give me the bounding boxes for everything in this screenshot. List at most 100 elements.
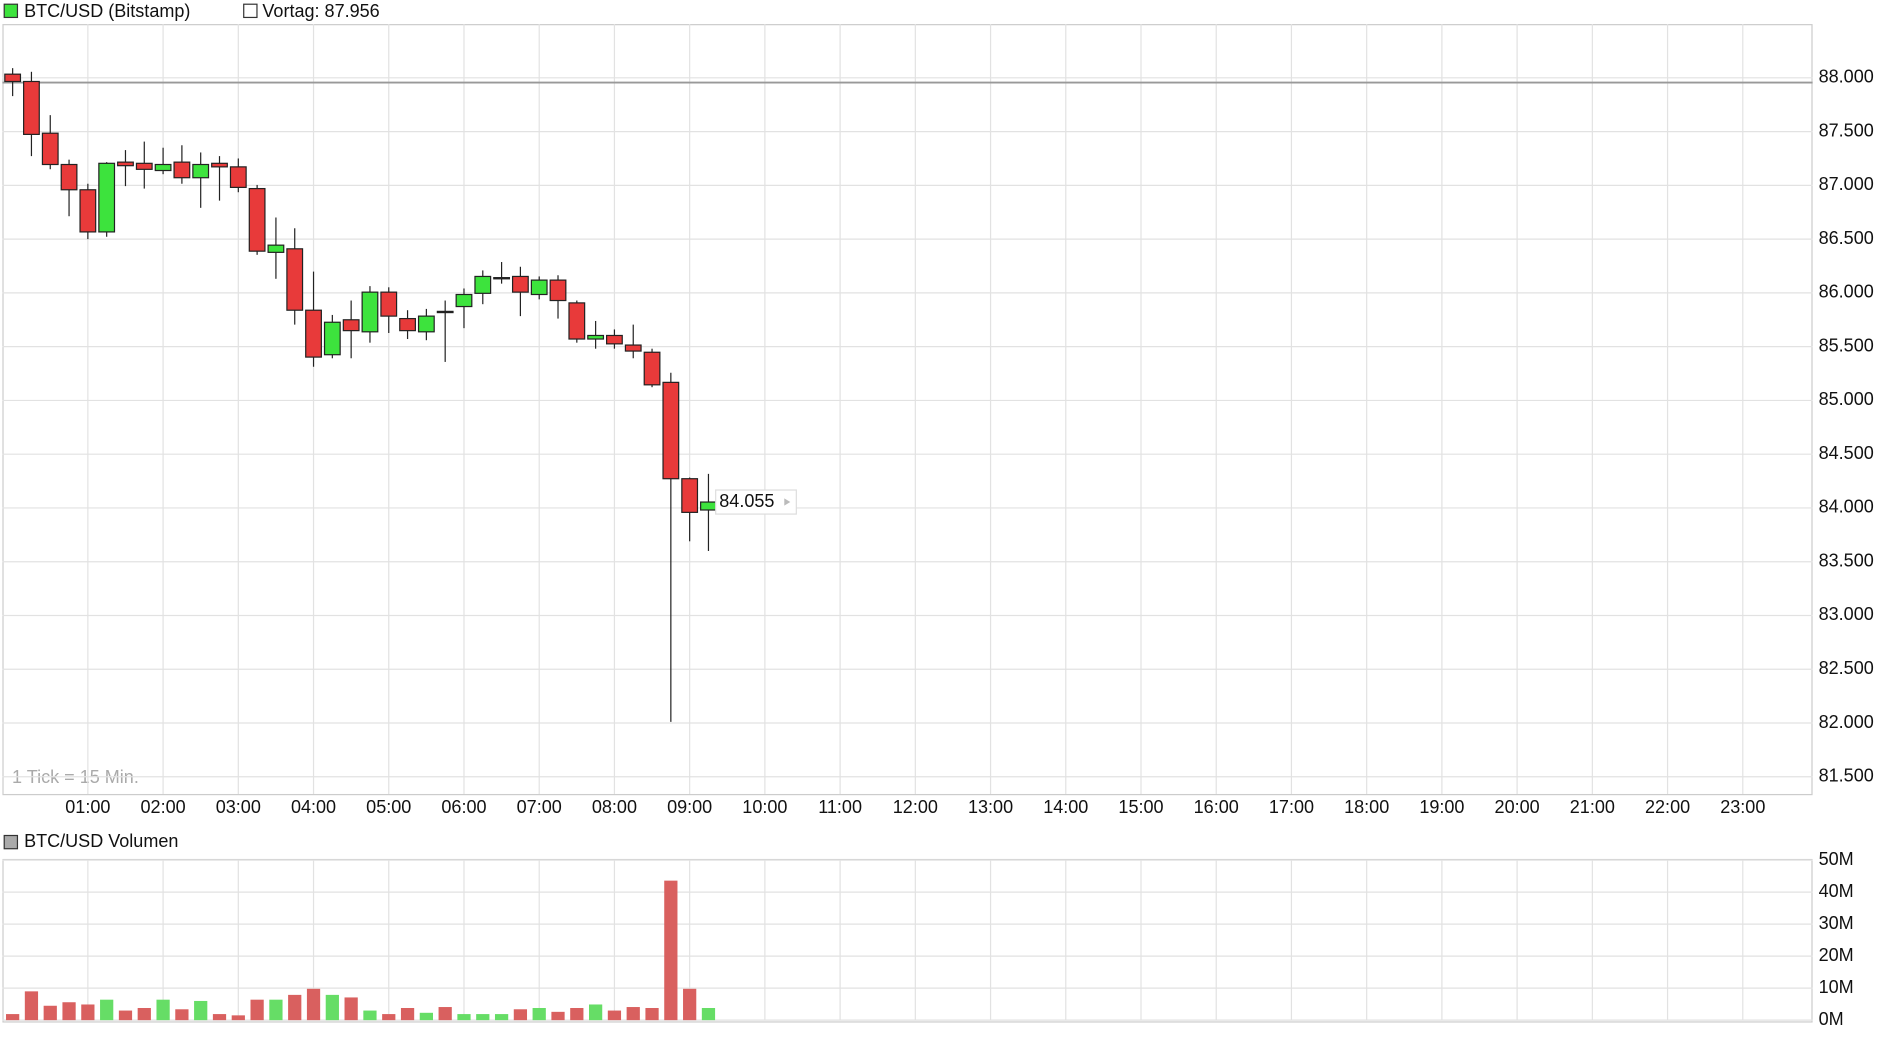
candle-body [117, 161, 134, 167]
y-tick-label: 86.500 [1819, 228, 1874, 248]
candle-body [173, 161, 191, 179]
x-tick-label: 12:00 [893, 797, 938, 817]
candle-body [286, 248, 304, 311]
x-tick-label: 08:00 [592, 797, 637, 817]
candle-body [267, 244, 285, 253]
volume-bar [570, 1007, 584, 1021]
x-tick-label: 10:00 [742, 797, 787, 817]
candle-body [361, 291, 379, 333]
x-tick-label: 02:00 [141, 797, 186, 817]
volume-bar [344, 997, 358, 1021]
candle-body [455, 293, 473, 308]
volume-bar [419, 1012, 433, 1021]
y-tick-label: 83.500 [1819, 550, 1874, 570]
x-tick-label: 06:00 [441, 797, 486, 817]
candle-body [23, 80, 40, 135]
last-price-box [715, 489, 797, 515]
volume-bar [400, 1007, 415, 1021]
y-tick-label: 85.500 [1819, 335, 1874, 355]
candle-body [4, 73, 22, 83]
volume-bar [589, 1004, 603, 1021]
x-tick-label: 14:00 [1043, 797, 1088, 817]
candle-body [436, 310, 454, 314]
candle-body [98, 162, 116, 233]
volume-bar [118, 1010, 133, 1021]
candle-body [643, 351, 661, 386]
y-tick-label: 81.500 [1819, 766, 1874, 786]
x-tick-label: 21:00 [1570, 797, 1615, 817]
candle-body [211, 162, 228, 168]
y-tick-label: 87.000 [1819, 174, 1874, 194]
candle-body [323, 321, 341, 356]
last-price-arrow [784, 498, 791, 506]
x-tick-label: 22:00 [1645, 797, 1690, 817]
candle-body [662, 381, 680, 480]
volume-bar [683, 988, 697, 1021]
candle-body [60, 163, 78, 191]
candle-body [587, 334, 605, 340]
volume-bar [438, 1007, 452, 1021]
candle-body [41, 132, 59, 166]
previous-close-label: Vortag: 87.956 [262, 1, 379, 21]
x-tick-label: 13:00 [968, 797, 1013, 817]
candle-body [511, 275, 529, 293]
volume-bar [156, 999, 170, 1021]
candle-body [549, 279, 567, 302]
volume-bar [701, 1007, 716, 1021]
legend-swatch [3, 3, 19, 19]
y-tick-label: 84.500 [1819, 443, 1874, 463]
volume-bar [24, 991, 39, 1021]
candle-body [700, 501, 717, 511]
candle-body [474, 275, 492, 294]
volume-bar [513, 1009, 528, 1021]
candle-body [399, 317, 416, 332]
y-tick-label: 85.000 [1819, 389, 1874, 409]
candle-body [681, 478, 699, 513]
candle-body [135, 162, 153, 170]
candle-body [380, 291, 398, 317]
x-tick-label: 04:00 [291, 797, 336, 817]
x-tick-label: 11:00 [818, 797, 862, 817]
y-tick-label: 0M [1819, 1009, 1844, 1029]
y-tick-label: 20M [1819, 945, 1854, 965]
x-tick-label: 03:00 [216, 797, 261, 817]
volume-bar [43, 1005, 57, 1021]
x-tick-label: 16:00 [1194, 797, 1239, 817]
legend-swatch [243, 3, 258, 19]
chart-title: BTC/USD (Bitstamp) [24, 1, 190, 21]
candle-body [568, 302, 586, 340]
y-tick-label: 50M [1819, 849, 1854, 869]
volume-bar [494, 1014, 509, 1021]
volume-bar [288, 994, 302, 1021]
candle-body [79, 189, 97, 233]
plot-frame [2, 24, 1813, 796]
y-tick-label: 82.000 [1819, 712, 1874, 732]
y-tick-label: 84.000 [1819, 497, 1874, 517]
volume-bar [382, 1014, 396, 1021]
candle-body [493, 277, 511, 280]
x-tick-label: 01:00 [65, 797, 110, 817]
candle-body [530, 279, 548, 296]
volume-bar [100, 999, 114, 1021]
volume-bar [250, 999, 264, 1021]
candle-body [192, 163, 210, 179]
x-tick-label: 07:00 [517, 797, 562, 817]
volume-bar [269, 999, 283, 1021]
candle-body [248, 187, 266, 252]
candle-body [154, 163, 172, 172]
volume-bar [231, 1015, 245, 1021]
volume-title: BTC/USD Volumen [24, 831, 178, 851]
legend-swatch [3, 834, 19, 850]
volume-bar [212, 1014, 227, 1021]
y-tick-label: 88.000 [1819, 67, 1874, 87]
volume-bar [175, 1009, 189, 1021]
y-tick-label: 86.000 [1819, 282, 1874, 302]
volume-bar [664, 880, 678, 1021]
volume-bar [457, 1014, 471, 1021]
y-tick-label: 87.500 [1819, 120, 1874, 140]
volume-bar [194, 1000, 208, 1021]
y-tick-label: 30M [1819, 913, 1854, 933]
volume-bar [532, 1007, 546, 1021]
